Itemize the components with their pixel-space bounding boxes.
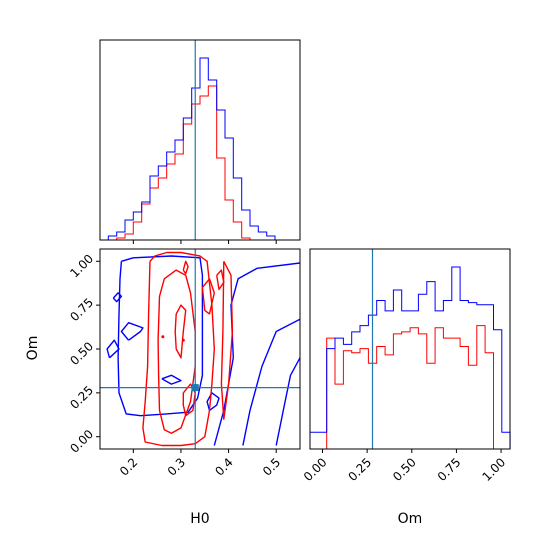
om-y-tick-label: 0.50 [67,339,96,368]
contour-blue [106,339,120,359]
truth-marker [191,384,199,392]
om-y-tick-label: 0.00 [67,427,96,456]
om-x-tick-label: 0.00 [301,455,330,484]
contour-red-point [181,338,185,342]
h0-x-tick-label: 0.5 [260,455,283,478]
contour-blue [120,322,144,341]
contour-panel-frame [99,248,301,450]
y-axis-label-om: Om [25,336,41,361]
contour-blue [112,292,123,303]
h0-x-tick-label: 0.4 [212,455,235,478]
contour-blue [206,392,220,411]
h0-histogram-blue [100,57,300,241]
contour-red [142,251,215,447]
om-histogram-red [310,325,511,450]
contour-red [174,304,187,359]
om-histogram-frame [309,248,511,450]
om-histogram-blue [309,266,511,449]
x-axis-label-om: Om [398,511,423,527]
contour-blue [117,255,204,417]
contour-blue [213,262,300,446]
h0-om-contour-panel: 0.2 0.3 0.4 0.5 0.00 0.25 0.50 0.75 1.00 [67,248,301,479]
contour-blue [275,357,300,446]
contour-red [182,260,189,275]
contour-blue [161,374,182,385]
contour-red [216,269,225,291]
om-x-tick-label: 0.50 [390,455,419,484]
om-histogram-panel: 0.00 0.25 0.50 0.75 1.00 [301,248,511,484]
contour-layer [106,251,300,447]
contour-red [182,383,196,417]
om-y-tick-label: 0.75 [67,295,96,324]
contour-red [201,278,215,315]
contour-red [220,260,234,420]
om-x-tick-label: 1.00 [479,455,508,484]
x-axis-label-h0: H0 [190,511,209,527]
h0-x-tick-label: 0.2 [117,455,140,478]
h0-histogram-red [100,85,300,241]
contour-blue [242,318,300,446]
om-x-tick-label: 0.75 [435,455,464,484]
h0-histogram-frame [99,39,301,241]
om-y-tick-label: 0.25 [67,383,96,412]
h0-x-tick-label: 0.3 [165,455,188,478]
contour-red-point [161,335,165,339]
om-x-tick-label: 0.25 [345,455,374,484]
h0-histogram-panel [99,39,301,244]
om-y-tick-label: 1.00 [67,252,96,281]
